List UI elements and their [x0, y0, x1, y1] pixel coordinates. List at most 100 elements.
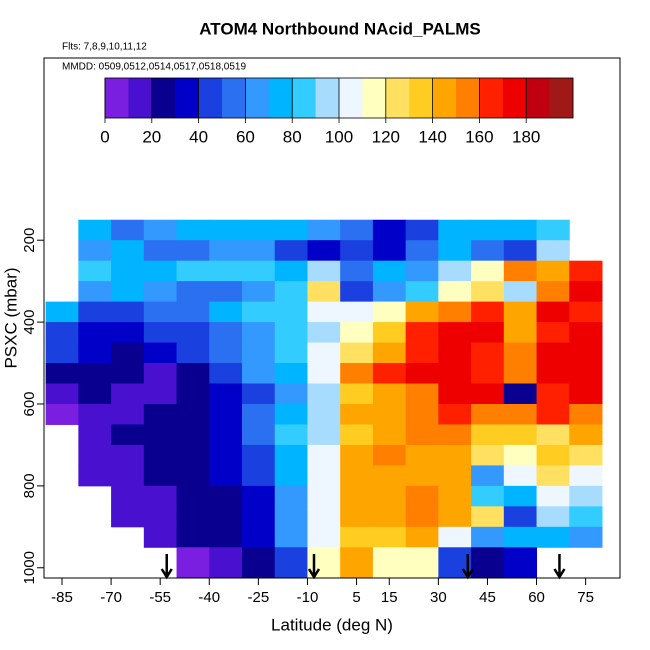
heat-cell	[536, 260, 570, 282]
heat-cell	[176, 506, 210, 528]
colorbar-tick-label: 80	[283, 127, 302, 146]
heat-cell	[372, 240, 407, 262]
heat-cell	[340, 547, 374, 579]
heat-cell	[503, 281, 538, 303]
x-tick-label: 30	[430, 589, 447, 606]
heat-cell	[307, 219, 341, 241]
plot-frame	[43, 57, 621, 579]
heat-cell	[438, 485, 472, 507]
heat-cell	[471, 403, 505, 425]
x-tick-label: -10	[297, 589, 319, 606]
heat-cell	[111, 219, 145, 241]
heat-cell	[471, 260, 505, 282]
heat-cell	[340, 485, 374, 507]
colorbar-swatch	[292, 78, 316, 118]
heat-cell	[176, 526, 210, 548]
heat-cell	[372, 383, 407, 405]
heat-cell	[176, 547, 210, 579]
heat-cell	[209, 281, 243, 303]
heat-cell	[209, 301, 243, 323]
heat-cell	[372, 465, 407, 487]
heat-cell	[45, 403, 79, 425]
heat-cell	[78, 424, 112, 446]
heat-cell	[503, 342, 538, 364]
heat-cell	[569, 444, 603, 466]
heat-cell	[340, 363, 374, 385]
heat-cell	[307, 240, 341, 262]
heat-cell	[569, 281, 603, 303]
heat-cell	[78, 465, 112, 487]
y-axis-label: PSXC (mbar)	[1, 267, 20, 368]
heat-cell	[111, 444, 145, 466]
colorbar-swatch	[268, 78, 293, 118]
heat-cell	[176, 403, 210, 425]
heat-cell	[209, 240, 243, 262]
heat-cell	[242, 219, 276, 241]
heat-cell	[503, 547, 538, 579]
heat-cell	[307, 301, 341, 323]
x-tick-label: -85	[51, 589, 73, 606]
heat-cell	[438, 281, 472, 303]
heat-cell	[405, 485, 439, 507]
heat-cell	[209, 403, 243, 425]
heat-cell	[536, 383, 570, 405]
heat-cell	[209, 485, 243, 507]
heat-cell	[45, 383, 79, 405]
heat-cell	[569, 383, 603, 405]
heat-cell	[503, 444, 538, 466]
heat-cell	[405, 383, 439, 405]
heat-cell	[176, 240, 210, 262]
colorbar-swatch	[151, 78, 176, 118]
heat-cell	[209, 424, 243, 446]
heat-cell	[569, 526, 603, 548]
heat-cell	[78, 383, 112, 405]
heat-cell	[569, 485, 603, 507]
heat-cell	[242, 240, 276, 262]
heat-cell	[372, 506, 407, 528]
heat-cell	[307, 444, 341, 466]
heat-cell	[143, 383, 178, 405]
colorbar-tick-label: 160	[465, 127, 493, 146]
heat-cell	[438, 322, 472, 344]
heat-cell	[471, 424, 505, 446]
flight-arrow	[461, 554, 474, 580]
heat-cell	[242, 506, 276, 528]
heat-cell	[471, 322, 505, 344]
colorbar-tick-label: 20	[142, 127, 161, 146]
heat-cell	[503, 219, 538, 241]
heat-cell	[569, 424, 603, 446]
heat-cell	[405, 240, 439, 262]
heat-cell	[536, 363, 570, 385]
heat-cell	[111, 301, 145, 323]
heat-cell	[307, 383, 341, 405]
heat-cell	[471, 281, 505, 303]
heat-cell	[242, 465, 276, 487]
heat-cell	[143, 485, 178, 507]
heat-cell	[176, 219, 210, 241]
heat-cell	[111, 485, 145, 507]
colorbar-swatch	[245, 78, 270, 118]
heat-cell	[242, 424, 276, 446]
heat-cell	[307, 322, 341, 344]
heat-cell	[111, 281, 145, 303]
heat-cell	[405, 219, 439, 241]
colorbar-tick-label: 120	[372, 127, 400, 146]
x-tick-label: -55	[149, 589, 171, 606]
x-tick-label: 75	[577, 589, 594, 606]
colorbar-frame	[104, 77, 574, 119]
heat-cell	[143, 526, 178, 548]
heat-cell	[78, 301, 112, 323]
heat-cell	[307, 465, 341, 487]
heat-cell	[143, 424, 178, 446]
colorbar-swatch	[175, 78, 199, 118]
heat-cell	[405, 260, 439, 282]
heat-cell	[307, 281, 341, 303]
colorbar-swatch	[479, 78, 504, 118]
heat-cell	[536, 424, 570, 446]
heat-cell	[307, 506, 341, 528]
heat-cell	[274, 403, 308, 425]
heat-cell	[209, 465, 243, 487]
heat-cell	[78, 240, 112, 262]
heat-cell	[242, 322, 276, 344]
heat-cell	[438, 444, 472, 466]
